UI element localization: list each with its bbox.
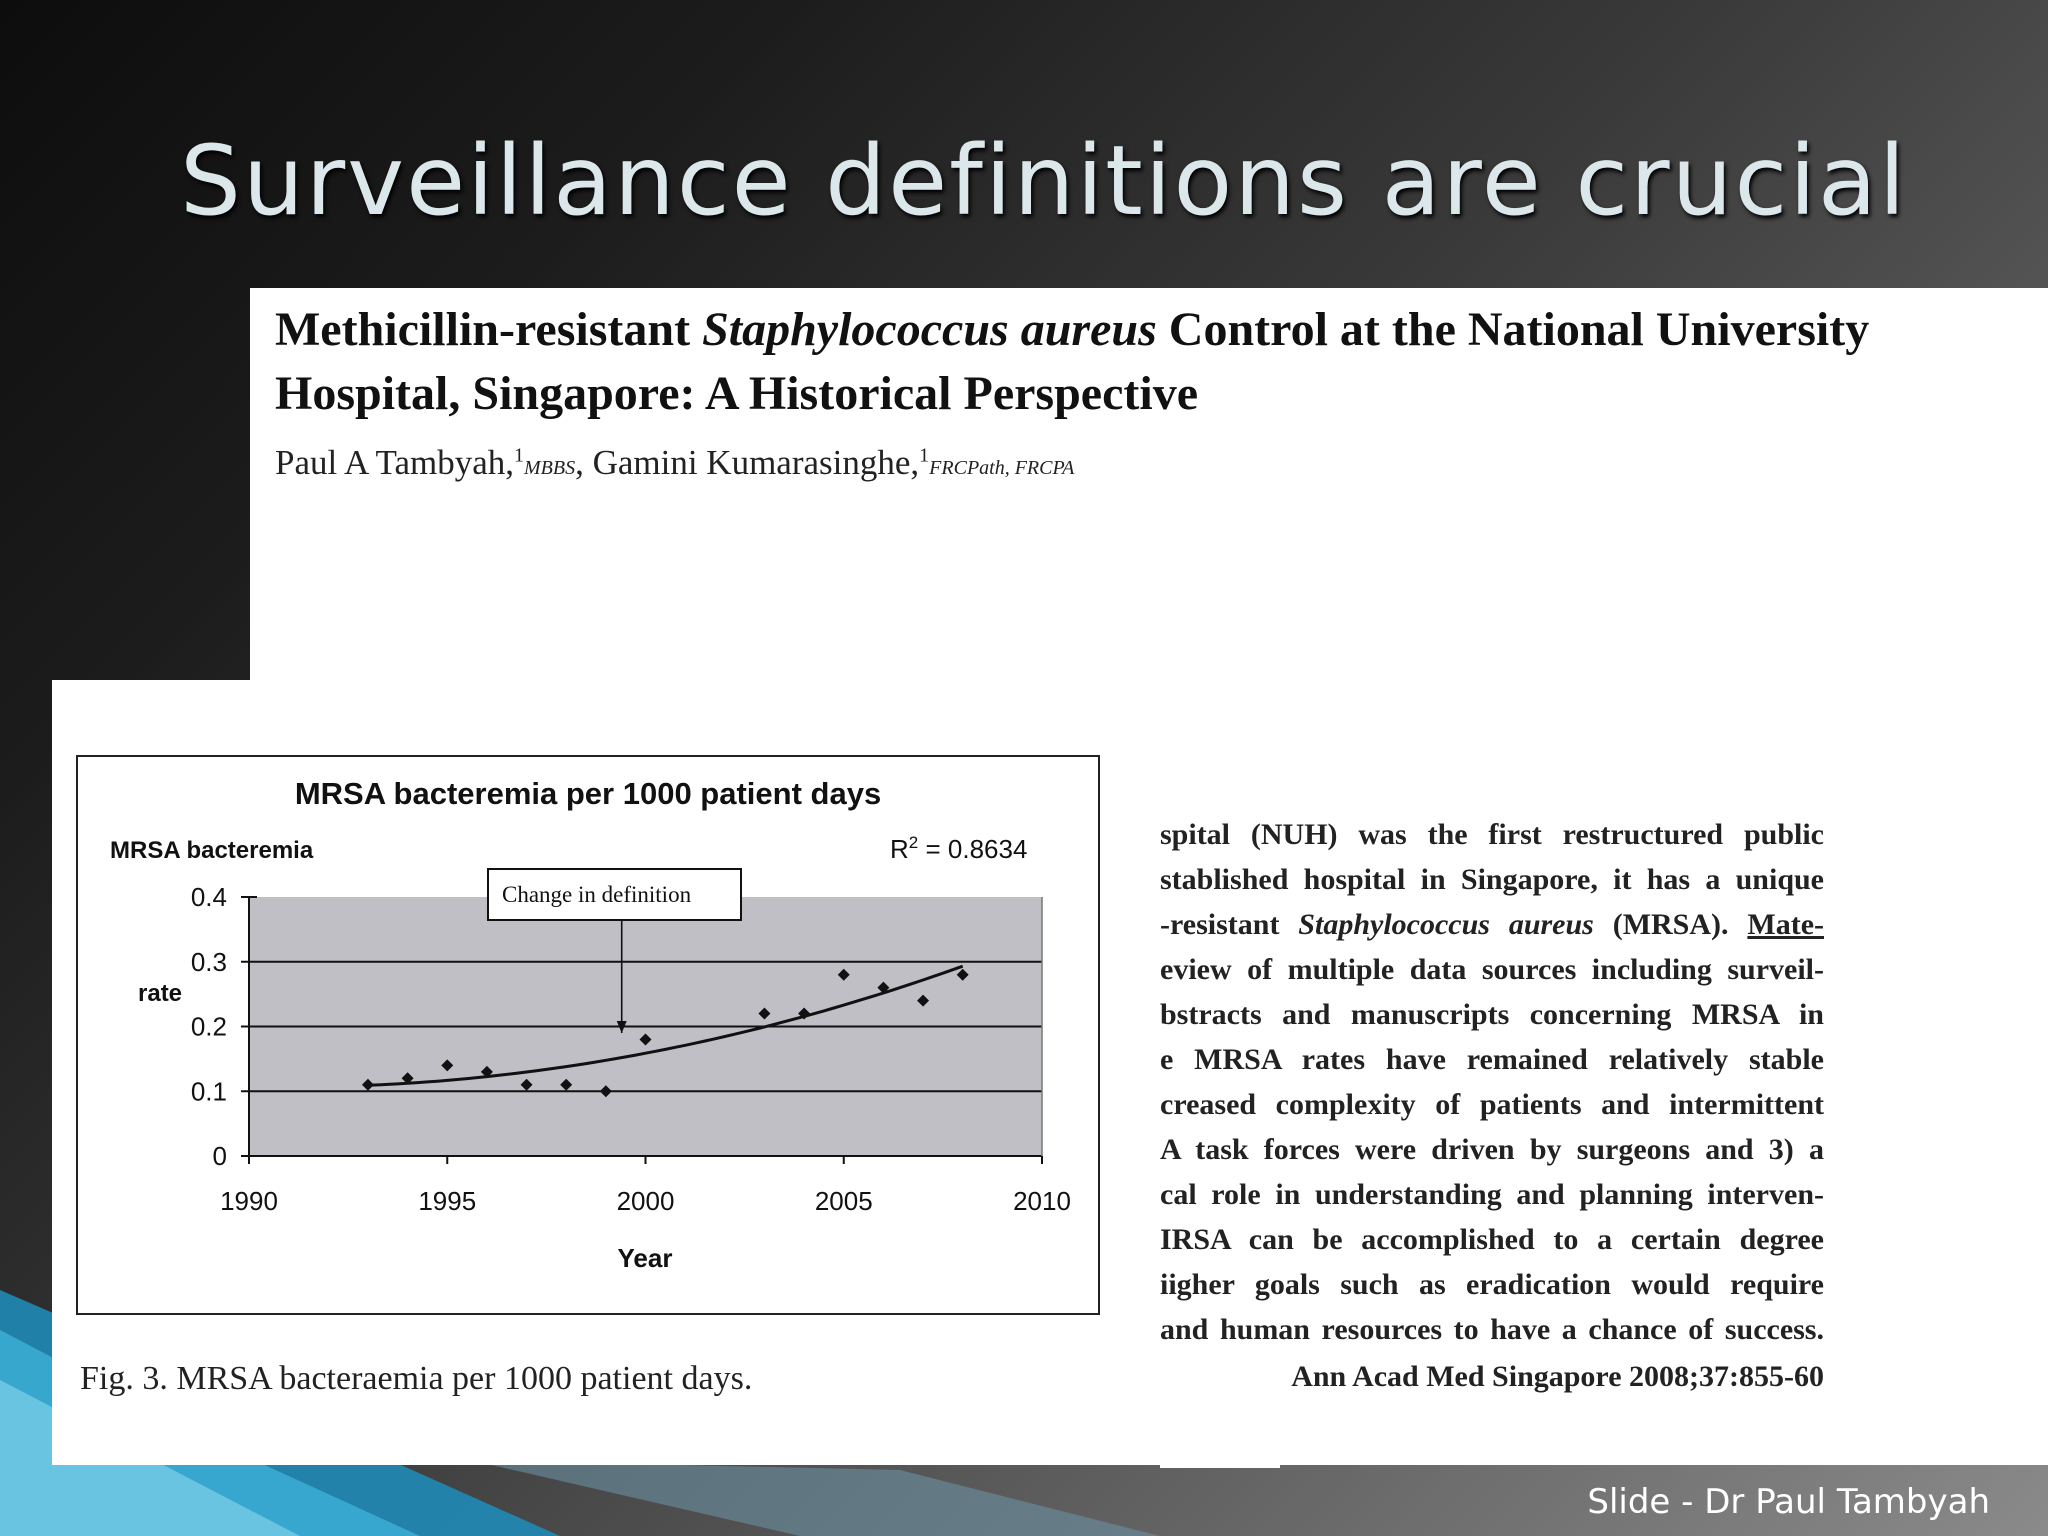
y-tick-label: 0.3 (191, 947, 227, 977)
y-axis-label-line2: rate (138, 980, 182, 1007)
x-tick-label: 2005 (815, 1186, 873, 1216)
axes (241, 896, 1043, 1164)
y-tick-label: 0 (213, 1141, 227, 1171)
data-point (560, 1078, 573, 1091)
slide-footer: Slide - Dr Paul Tambyah (1587, 1482, 1990, 1522)
data-point (361, 1078, 374, 1091)
abstract-line: bstracts and manuscripts concerning MRSA… (1160, 998, 1824, 1031)
chart-frame: MRSA bacteremia per 1000 patient days MR… (76, 755, 1100, 1315)
abstract-line: iigher goals such as eradication would r… (1160, 1268, 1824, 1301)
mrsa-chart: MRSA bacteremia per 1000 patient days MR… (110, 776, 1071, 1273)
x-tick-label: 2010 (1013, 1186, 1071, 1216)
slide-title: Surveillance definitions are crucial (180, 125, 1908, 237)
data-point (917, 994, 930, 1007)
abstract-line: A task forces were driven by surgeons an… (1160, 1133, 1824, 1166)
figure-caption: Fig. 3. MRSA bacteraemia per 1000 patien… (80, 1360, 753, 1397)
data-point (520, 1078, 533, 1091)
article-authors: Paul A Tambyah,1MBBS, Gamini Kumarasingh… (275, 443, 1075, 482)
abstract-line: e MRSA rates have remained relatively st… (1160, 1043, 1824, 1076)
y-tick-label: 0.2 (191, 1012, 227, 1042)
gridlines (249, 896, 1042, 1093)
annotation-box (487, 868, 742, 921)
trendline (367, 964, 964, 1087)
data-point (956, 968, 969, 981)
journal-citation: Ann Acad Med Singapore 2008;37:855-60 (1291, 1360, 1824, 1393)
data-point (599, 1085, 612, 1098)
r-squared-label: R2 = 0.8634 (890, 833, 1027, 864)
abstract-line: and human resources to have a chance of … (1160, 1313, 1824, 1346)
abstract-line: stablished hospital in Singapore, it has… (1160, 863, 1824, 896)
chart-title: MRSA bacteremia per 1000 patient days (295, 776, 881, 811)
data-point (798, 1007, 811, 1020)
data-point (441, 1059, 454, 1072)
data-point (837, 968, 850, 981)
article-title: Methicillin-resistant Staphylococcus aur… (275, 303, 1870, 420)
x-axis-label: Year (618, 1243, 673, 1273)
page-fragment (1160, 1454, 1280, 1468)
x-tick-label: 1990 (220, 1186, 278, 1216)
abstract-line: creased complexity of patients and inter… (1160, 1088, 1824, 1121)
abstract-line: eview of multiple data sources including… (1160, 953, 1824, 986)
data-point (758, 1007, 771, 1020)
abstract-line: cal role in understanding and planning i… (1160, 1178, 1824, 1211)
annotation-arrowhead (616, 1020, 627, 1033)
data-point (480, 1065, 493, 1078)
article-header-panel (250, 288, 2048, 688)
data-point (639, 1033, 652, 1046)
y-tick-label: 0.4 (191, 882, 227, 912)
tick-labels: 0 0.1 0.2 0.3 0.4 1990 1995 2000 2005 2010 (191, 882, 1071, 1216)
annotation-text: Change in definition (502, 882, 692, 907)
abstract-line: IRSA can be accomplished to a certain de… (1160, 1223, 1824, 1256)
x-tick-label: 1995 (418, 1186, 476, 1216)
data-point (877, 981, 890, 994)
x-tick-label: 2000 (617, 1186, 675, 1216)
data-points (361, 968, 969, 1098)
data-point (401, 1072, 414, 1085)
abstract-text: spital (NUH) was the first restructured … (1160, 812, 1824, 1352)
abstract-line: -resistant Staphylococcus aureus (MRSA).… (1160, 908, 1824, 941)
y-tick-label: 0.1 (191, 1076, 227, 1106)
y-axis-label-line1: MRSA bacteremia (110, 837, 314, 864)
abstract-line: spital (NUH) was the first restructured … (1160, 818, 1824, 851)
